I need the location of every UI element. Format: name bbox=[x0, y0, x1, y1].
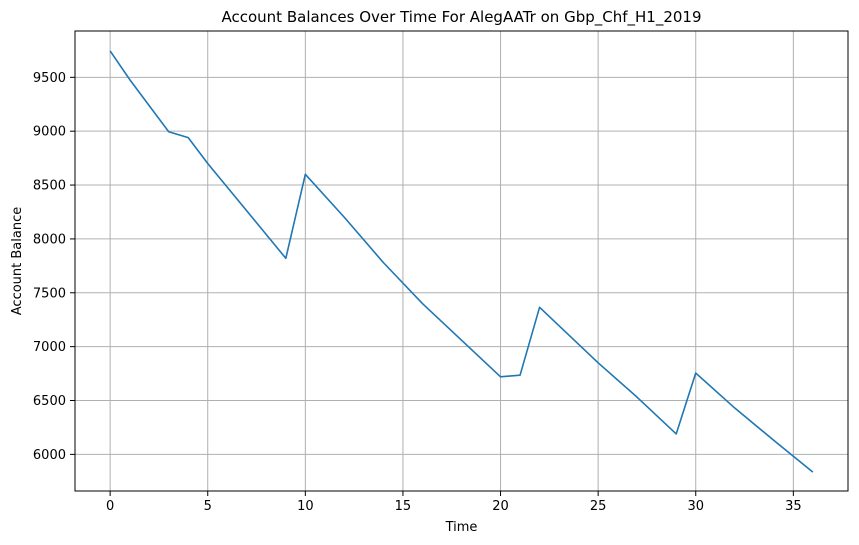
y-tick-label: 6500 bbox=[33, 394, 66, 409]
series-line bbox=[109, 50, 814, 473]
x-tick-label: 20 bbox=[492, 499, 509, 514]
plot-frame bbox=[74, 30, 849, 492]
grid-lines bbox=[75, 31, 848, 491]
chart-title: Account Balances Over Time For AlegAATr … bbox=[222, 8, 702, 27]
y-axis-label: Account Balance bbox=[10, 207, 25, 315]
y-tick-label: 7500 bbox=[33, 286, 66, 301]
y-tick-label: 8000 bbox=[33, 232, 66, 247]
y-tick-label: 9500 bbox=[33, 71, 66, 86]
y-tick-label: 9000 bbox=[33, 125, 66, 140]
y-tick-label: 8500 bbox=[33, 179, 66, 194]
series-layer bbox=[109, 50, 814, 473]
x-tick-label: 15 bbox=[395, 499, 412, 514]
x-axis-label: Time bbox=[445, 520, 478, 535]
y-tick-label: 7000 bbox=[33, 340, 66, 355]
x-axis: 0 5 10 15 20 25 30 35 bbox=[106, 491, 802, 514]
x-tick-label: 5 bbox=[204, 499, 212, 514]
y-tick-label: 6000 bbox=[33, 448, 66, 463]
x-tick-label: 10 bbox=[297, 499, 314, 514]
x-tick-label: 30 bbox=[687, 499, 704, 514]
x-tick-label: 0 bbox=[106, 499, 114, 514]
x-tick-label: 25 bbox=[590, 499, 607, 514]
y-axis: 6000 6500 7000 7500 8000 8500 9000 9500 bbox=[33, 71, 75, 463]
x-tick-label: 35 bbox=[785, 499, 802, 514]
